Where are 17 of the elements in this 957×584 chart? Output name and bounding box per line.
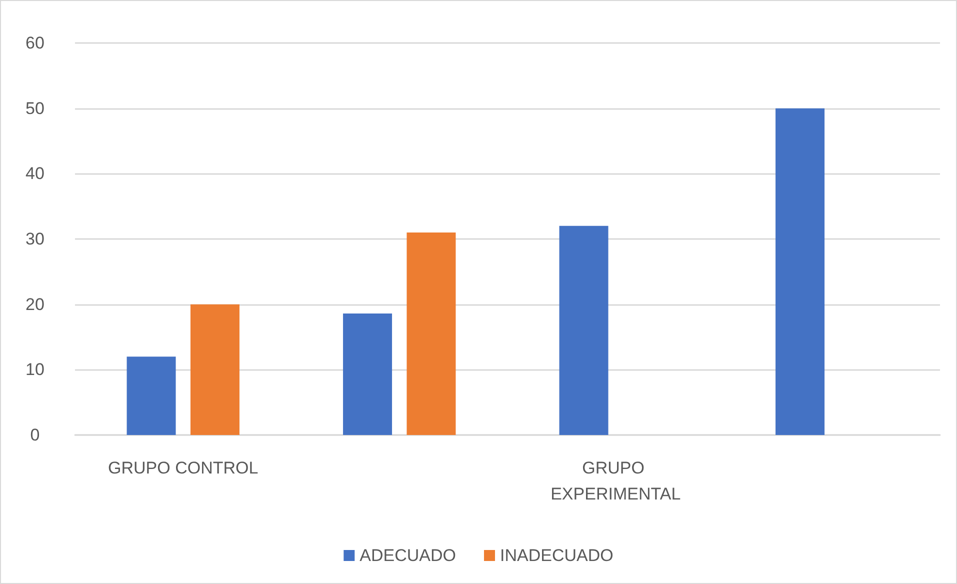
y-tick-label: 20 xyxy=(26,294,44,314)
y-tick-label: 30 xyxy=(26,230,44,248)
y-tick-label: 10 xyxy=(26,360,44,380)
bar xyxy=(559,226,608,435)
legend-label: INADECUADO xyxy=(500,546,614,565)
bar xyxy=(343,313,392,435)
bar xyxy=(776,108,825,435)
x-tick-label: GRUPO CONTROL xyxy=(108,458,258,478)
bar xyxy=(126,356,176,435)
y-tick-label: 40 xyxy=(26,164,44,184)
y-tick-label: 0 xyxy=(30,426,40,444)
y-tick-label: 60 xyxy=(26,34,44,52)
x-tick-label: GRUPO EXPERIMENTAL xyxy=(550,458,681,504)
legend-label: ADECUADO xyxy=(360,546,456,565)
bar xyxy=(406,232,456,435)
bar xyxy=(190,304,240,435)
y-tick-label: 50 xyxy=(26,98,44,118)
